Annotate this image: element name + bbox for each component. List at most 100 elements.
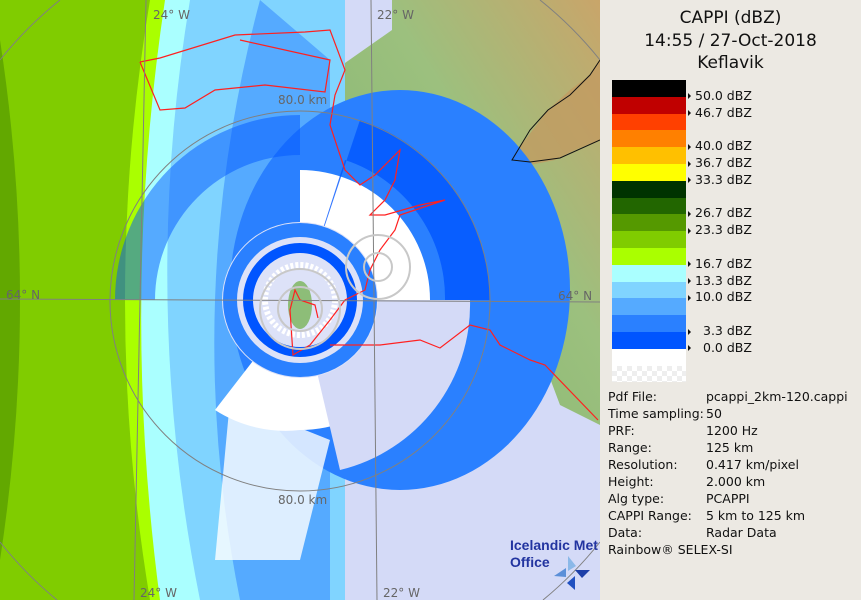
info-row: Data: Radar Data <box>608 525 777 540</box>
info-value: 0.417 km/pixel <box>706 457 799 472</box>
software-credit: Rainbow® SELEX-SI <box>608 542 733 557</box>
legend-band <box>612 281 686 299</box>
legend-label: 23.3 dBZ <box>688 223 752 237</box>
tick-marker-icon <box>688 278 691 285</box>
legend-band <box>612 214 686 232</box>
lat-label-east: 64° N <box>558 289 592 303</box>
info-value: 2.000 km <box>706 474 766 489</box>
legend-label-text: 26.7 dBZ <box>695 205 752 221</box>
map-grid <box>0 0 600 600</box>
info-panel: CAPPI (dBZ) 14:55 / 27-Oct-2018 Keflavik… <box>600 0 861 600</box>
info-value: PCAPPI <box>706 491 750 506</box>
radar-map[interactable]: 24° W 22° W 24° W 22° W 64° N 64° N 80.0… <box>0 0 600 600</box>
legend-label: 36.7 dBZ <box>688 156 752 170</box>
lake-outline <box>511 59 600 163</box>
coastline <box>139 29 599 421</box>
info-row: Alg type: PCAPPI <box>608 491 750 506</box>
legend-band <box>612 264 686 282</box>
legend-label: 0.0 dBZ <box>688 339 752 355</box>
svg-text:Office: Office <box>510 554 550 570</box>
info-row: Pdf File: pcappi_2km-120.cappi <box>608 389 848 404</box>
info-value: 1200 Hz <box>706 423 758 438</box>
lon-label-west-top: 24° W <box>153 8 190 22</box>
info-key: CAPPI Range: <box>608 508 692 523</box>
legend-label-text: 16.7 dBZ <box>695 255 752 271</box>
info-value: 125 km <box>706 440 754 455</box>
lon-label-west-bottom: 24° W <box>140 586 177 600</box>
legend-band <box>612 180 686 198</box>
tick-marker-icon <box>688 93 691 100</box>
tick-marker-icon <box>688 294 691 301</box>
info-row: Resolution: 0.417 km/pixel <box>608 457 799 472</box>
legend-band <box>612 147 686 164</box>
legend-band <box>612 80 686 97</box>
legend-label: 10.0 dBZ <box>688 290 752 304</box>
legend-band <box>612 298 686 316</box>
highland <box>512 60 600 165</box>
legend-label-text: 50.0 dBZ <box>695 87 752 103</box>
tick-marker-icon <box>688 345 691 352</box>
legend-band <box>612 130 686 148</box>
info-key: Pdf File: <box>608 389 657 404</box>
legend-label: 50.0 dBZ <box>688 87 752 103</box>
tick-marker-icon <box>688 328 691 335</box>
info-value: 5 km to 125 km <box>706 508 806 523</box>
legend-band <box>612 331 686 349</box>
lon-label-east-top: 22° W <box>377 8 414 22</box>
info-key: Time sampling: <box>608 406 704 421</box>
lat-label-west: 64° N <box>6 288 40 302</box>
legend-label-text: 36.7 dBZ <box>695 155 752 170</box>
lon-label-east-bottom: 22° W <box>383 586 420 600</box>
info-value: Radar Data <box>706 525 777 540</box>
tick-marker-icon <box>688 160 691 167</box>
legend-label: 16.7 dBZ <box>688 255 752 271</box>
legend-band <box>612 247 686 265</box>
ring-label-top: 80.0 km <box>278 93 327 107</box>
info-key: Data: <box>608 525 643 540</box>
info-value: pcappi_2km-120.cappi <box>706 389 848 404</box>
info-row: CAPPI Range: 5 km to 125 km <box>608 508 805 523</box>
product-title: CAPPI (dBZ) <box>679 8 782 28</box>
info-row: Range: 125 km <box>608 440 753 455</box>
site-name: Keflavik <box>697 53 764 73</box>
info-key: Range: <box>608 440 652 455</box>
tick-marker-icon <box>688 177 691 184</box>
tick-marker-icon <box>688 261 691 268</box>
legend-label-text: 40.0 dBZ <box>695 138 752 154</box>
tick-marker-icon <box>688 110 691 117</box>
legend-label-text: 46.7 dBZ <box>695 104 752 120</box>
legend-label: 40.0 dBZ <box>688 139 752 153</box>
info-row: Height: 2.000 km <box>608 474 765 489</box>
legend-band <box>612 365 686 383</box>
legend-band <box>612 163 686 181</box>
datetime: 14:55 / 27-Oct-2018 <box>644 31 817 51</box>
legend-label: 13.3 dBZ <box>688 272 752 288</box>
info-key: Resolution: <box>608 457 678 472</box>
legend-label-text: 13.3 dBZ <box>695 272 752 288</box>
tick-marker-icon <box>688 143 691 150</box>
svg-text:Icelandic Met: Icelandic Met <box>510 537 598 553</box>
legend-label-text: 3.3 dBZ <box>703 323 752 338</box>
legend-label-text: 23.3 dBZ <box>695 222 752 238</box>
tick-marker-icon <box>688 210 691 217</box>
legend-label: 46.7 dBZ <box>688 104 752 120</box>
color-legend <box>612 80 686 383</box>
legend-label-text: 10.0 dBZ <box>695 289 752 305</box>
legend-label-text: 33.3 dBZ <box>695 171 752 187</box>
info-value: 50 <box>706 406 722 421</box>
info-row: PRF: 1200 Hz <box>608 423 758 438</box>
legend-band <box>612 197 686 215</box>
legend-band <box>612 96 686 114</box>
legend-label: 33.3 dBZ <box>688 171 752 187</box>
info-key: PRF: <box>608 423 635 438</box>
legend-band <box>612 113 686 131</box>
legend-label: 3.3 dBZ <box>688 324 752 338</box>
legend-band <box>612 348 686 366</box>
imo-logo: Icelandic Met Office <box>510 537 598 590</box>
legend-band <box>612 231 686 248</box>
legend-band <box>612 315 686 332</box>
tick-marker-icon <box>688 227 691 234</box>
info-row: Time sampling: 50 <box>608 406 722 421</box>
legend-label-text: 0.0 dBZ <box>703 339 752 355</box>
ring-label-bottom: 80.0 km <box>278 493 327 507</box>
